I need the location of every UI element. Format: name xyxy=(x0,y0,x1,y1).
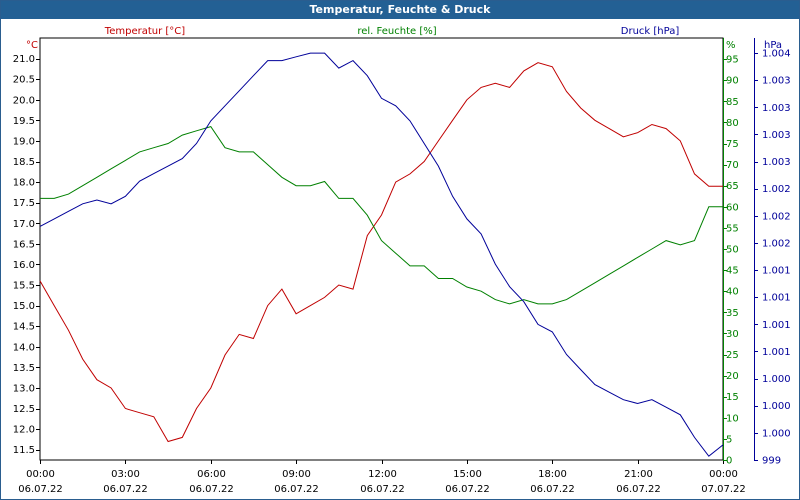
temp-tick-label: 18.5 xyxy=(13,157,35,168)
x-tick-label: 00:00 xyxy=(709,469,738,480)
humidity-tick-label: 90 xyxy=(726,76,739,87)
humidity-tick-label: 45 xyxy=(726,266,739,277)
plot-frame xyxy=(39,37,724,461)
humidity-tick-label: 35 xyxy=(726,308,739,319)
temp-tick-label: 15.0 xyxy=(13,301,35,312)
humidity-tick-label: 85 xyxy=(726,97,739,108)
humidity-tick-label: 30 xyxy=(726,329,739,340)
series-layer xyxy=(39,52,724,457)
pressure-tick-label: 1.003 xyxy=(762,130,791,141)
pressure-tick-label: 1.002 xyxy=(762,211,791,222)
humidity-tick-label: 55 xyxy=(726,223,739,234)
x-tick-label: 03:00 xyxy=(111,469,140,480)
legend-pressure: Druck [hPa] xyxy=(621,26,680,37)
x-tick-label: 09:00 xyxy=(282,469,311,480)
humidity-tick-label: 10 xyxy=(726,413,739,424)
x-tick-label: 00:00 xyxy=(26,469,55,480)
pressure-tick-label: 1.001 xyxy=(762,320,791,331)
temp-tick-label: 20.0 xyxy=(13,95,35,106)
x-tick-date: 06.07.22 xyxy=(360,484,405,495)
temp-tick-label: 18.0 xyxy=(13,178,35,189)
pressure-tick-label: 1.001 xyxy=(762,293,791,304)
x-tick-date: 06.07.22 xyxy=(103,484,148,495)
pressure-tick-label: 1.001 xyxy=(762,266,791,277)
pressure-tick-label: 1.000 xyxy=(762,428,791,439)
x-tick-label: 18:00 xyxy=(538,469,567,480)
x-tick-date: 07.07.22 xyxy=(701,484,746,495)
humidity-tick-label: 20 xyxy=(726,371,739,382)
temp-tick-label: 14.5 xyxy=(13,322,35,333)
humidity-tick-label: 65 xyxy=(726,181,739,192)
series-temperature xyxy=(39,62,723,443)
humidity-tick-label: 0 xyxy=(726,456,732,467)
legend-humidity: rel. Feuchte [%] xyxy=(357,26,436,37)
pressure-unit-label: hPa xyxy=(764,40,782,51)
x-tick-label: 12:00 xyxy=(368,469,397,480)
temp-tick-label: 20.5 xyxy=(13,75,35,86)
x-tick-date: 06.07.22 xyxy=(445,484,490,495)
pressure-tick-label: 1.004 xyxy=(762,49,791,60)
humidity-tick-label: 25 xyxy=(726,350,739,361)
x-tick-label: 21:00 xyxy=(624,469,653,480)
x-tick-date: 06.07.22 xyxy=(616,484,661,495)
temp-tick-label: 16.0 xyxy=(13,260,35,271)
humidity-tick-label: 60 xyxy=(726,202,739,213)
series-humidity xyxy=(40,126,723,305)
pressure-tick-label: 1.000 xyxy=(762,374,791,385)
pressure-tick-label: 1.001 xyxy=(762,347,791,358)
temp-tick-label: 19.5 xyxy=(13,116,35,127)
humidity-tick-label: 75 xyxy=(726,139,739,150)
pressure-tick-label: 1.000 xyxy=(762,401,791,412)
humidity-tick-label: 15 xyxy=(726,392,739,403)
pressure-tick-label: 1.002 xyxy=(762,238,791,249)
x-tick-date: 06.07.22 xyxy=(18,484,63,495)
temp-tick-label: 13.5 xyxy=(13,363,35,374)
temp-tick-label: 12.0 xyxy=(13,425,35,436)
temp-tick-label: 17.5 xyxy=(13,198,35,209)
pressure-tick-label: 1.003 xyxy=(762,157,791,168)
humidity-tick-label: 80 xyxy=(726,118,739,129)
temp-tick-label: 16.5 xyxy=(13,239,35,250)
temp-unit-label: °C xyxy=(26,40,38,51)
humidity-tick-label: 5 xyxy=(726,434,732,445)
axes xyxy=(36,37,758,464)
temp-tick-label: 14.0 xyxy=(13,342,35,353)
x-tick-date: 06.07.22 xyxy=(530,484,575,495)
pressure-tick-label: 999 xyxy=(762,456,781,467)
humidity-tick-label: 40 xyxy=(726,287,739,298)
humidity-tick-label: 50 xyxy=(726,245,739,256)
pressure-tick-label: 1.003 xyxy=(762,103,791,114)
temp-tick-label: 15.5 xyxy=(13,281,35,292)
temp-tick-label: 13.0 xyxy=(13,383,35,394)
humidity-unit-label: % xyxy=(726,40,736,51)
x-tick-date: 06.07.22 xyxy=(189,484,234,495)
humidity-tick-label: 95 xyxy=(726,55,739,66)
temp-tick-label: 12.5 xyxy=(13,404,35,415)
labels: 00:00 06.07.22 03:00 06.07.22 06:00 06.07.22 0… xyxy=(13,26,791,495)
pressure-tick-label: 1.003 xyxy=(762,76,791,87)
legend-temperature: Temperatur [°C] xyxy=(104,26,185,37)
chart-title: Temperatur, Feuchte & Druck xyxy=(1,1,799,19)
x-tick-label: 15:00 xyxy=(453,469,482,480)
x-tick-date: 06.07.22 xyxy=(274,484,319,495)
humidity-tick-label: 70 xyxy=(726,160,739,171)
temp-tick-label: 17.0 xyxy=(13,219,35,230)
pressure-tick-label: 1.002 xyxy=(762,184,791,195)
temp-tick-label: 11.5 xyxy=(13,445,35,456)
series-pressure xyxy=(39,52,724,457)
temp-tick-label: 21.0 xyxy=(13,54,35,65)
temp-tick-label: 19.0 xyxy=(13,136,35,147)
x-tick-label: 06:00 xyxy=(197,469,226,480)
